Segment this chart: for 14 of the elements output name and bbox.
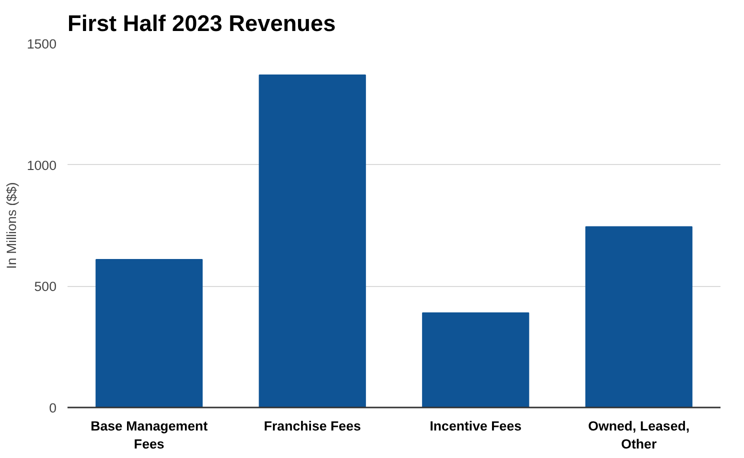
bar [258, 74, 366, 408]
x-tick-label: Base Management Fees [90, 418, 208, 452]
bar [422, 312, 530, 408]
y-tick-label: 0 [49, 400, 57, 416]
bar [585, 226, 692, 408]
y-tick-label: 500 [34, 279, 57, 294]
x-tick-label: Incentive Fees [430, 418, 522, 434]
x-tick-label: Owned, Leased, Other [588, 418, 690, 452]
y-tick-label: 1000 [26, 158, 57, 173]
bar [96, 258, 203, 408]
y-tick-label: 1500 [26, 36, 57, 52]
chart-title: First Half 2023 Revenues [68, 10, 336, 36]
x-tick-label: Franchise Fees [264, 418, 361, 434]
y-axis-title: In Millions ($$) [4, 182, 19, 269]
